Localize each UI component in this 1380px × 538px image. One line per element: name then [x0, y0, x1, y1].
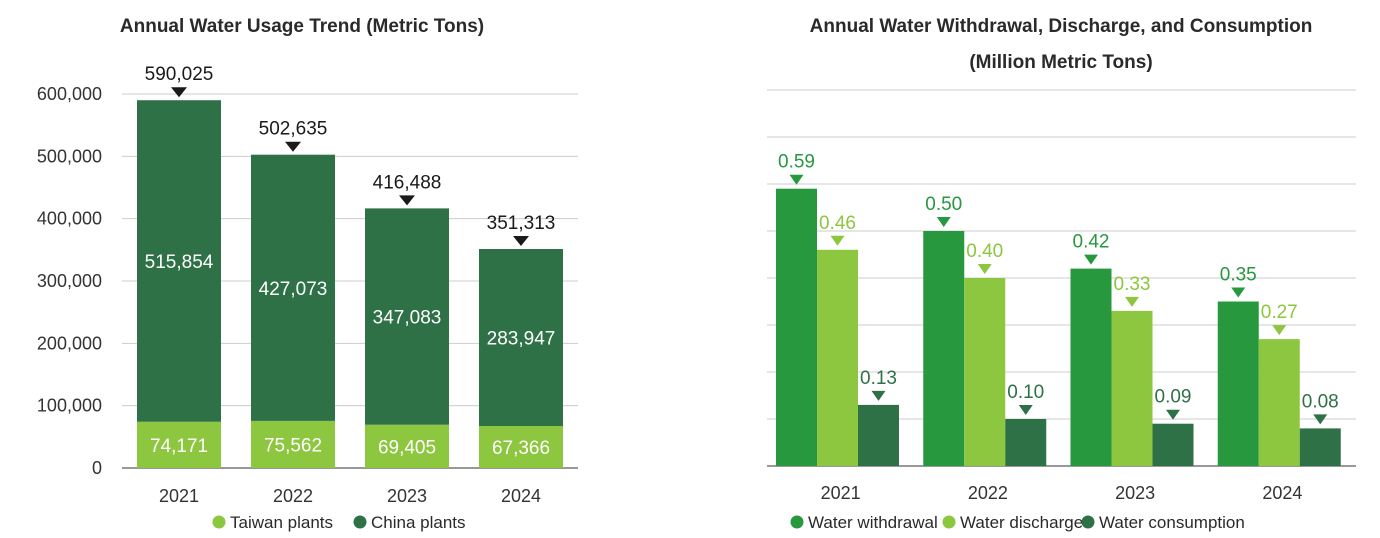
chart-title-line-1: Annual Water Withdrawal, Discharge, and …	[810, 16, 1313, 37]
y-tick-label: 500,000	[37, 146, 102, 166]
value-marker	[1084, 254, 1098, 265]
bar-taiwan-plants	[479, 426, 563, 468]
data-label-withdrawal: 0.35	[1220, 265, 1257, 286]
bar-china-plants	[479, 249, 563, 427]
data-label-taiwan: 75,562	[264, 435, 322, 456]
bar-water-withdrawal	[923, 231, 965, 466]
legend-swatch-consumption	[1081, 515, 1095, 529]
data-label-china: 427,073	[259, 279, 328, 300]
chart-water-usage-trend: Annual Water Usage Trend (Metric Tons) 0 1…	[37, 16, 578, 532]
bar-china-plants	[251, 154, 335, 421]
bar-taiwan-plants	[251, 420, 335, 468]
bar-water-consumption	[1299, 428, 1341, 466]
value-marker	[1125, 296, 1139, 307]
x-tick-label: 2023	[1115, 483, 1155, 503]
data-label-china: 347,083	[373, 308, 442, 329]
x-tick-label: 2023	[387, 486, 427, 506]
data-label-taiwan: 69,405	[378, 437, 436, 458]
bar-water-discharge	[964, 278, 1006, 466]
x-tick-label: 2021	[821, 483, 861, 503]
value-marker	[789, 174, 804, 185]
legend-swatch-china	[353, 515, 367, 529]
bar-water-withdrawal	[1217, 301, 1259, 466]
y-tick-label: 300,000	[37, 271, 102, 291]
data-label-withdrawal: 0.59	[778, 152, 815, 173]
legend-swatch-taiwan	[212, 515, 226, 529]
bar-water-consumption	[1152, 423, 1194, 466]
bar-water-consumption	[1005, 419, 1047, 466]
bar-taiwan-plants	[365, 424, 449, 468]
data-label-china: 283,947	[487, 329, 556, 350]
value-marker	[977, 264, 992, 274]
data-label-discharge: 0.33	[1114, 274, 1151, 295]
data-label-discharge: 0.27	[1261, 302, 1298, 323]
bar-water-withdrawal	[1070, 268, 1112, 466]
bar-water-consumption	[858, 404, 899, 466]
data-label-taiwan: 67,366	[492, 438, 550, 459]
value-marker	[830, 235, 845, 246]
y-tick-label: 100,000	[37, 396, 102, 416]
y-tick-label: 400,000	[37, 209, 102, 229]
total-marker	[399, 195, 415, 206]
bar-water-discharge	[1111, 310, 1153, 466]
x-tick-label: 2021	[159, 486, 199, 506]
legend-label-consumption: Water consumption	[1099, 513, 1245, 532]
total-marker	[285, 141, 301, 152]
legend-swatch-discharge	[942, 515, 956, 529]
legend-label-discharge: Water discharge	[960, 513, 1083, 532]
data-label-consumption: 0.08	[1302, 391, 1339, 412]
data-label-discharge: 0.40	[966, 241, 1003, 262]
value-marker	[1166, 409, 1180, 420]
value-marker	[1231, 287, 1246, 298]
total-label: 351,313	[487, 213, 556, 234]
value-marker	[1272, 325, 1287, 336]
total-marker	[513, 236, 529, 247]
data-label-consumption: 0.13	[860, 368, 897, 389]
bar-china-plants	[365, 208, 449, 425]
bar-taiwan-plants	[137, 421, 221, 468]
data-label-withdrawal: 0.50	[925, 194, 962, 215]
value-marker	[936, 217, 951, 227]
y-tick-label: 0	[92, 458, 102, 478]
total-label: 502,635	[259, 119, 328, 140]
x-tick-label: 2024	[1262, 483, 1302, 503]
chart-title-line-2: (Million Metric Tons)	[969, 52, 1152, 73]
legend-label-taiwan: Taiwan plants	[230, 513, 333, 532]
value-marker	[1018, 405, 1033, 415]
value-marker	[1313, 414, 1328, 425]
bar-water-discharge	[1258, 339, 1300, 466]
chart-water-withdrawal-discharge-consumption: Annual Water Withdrawal, Discharge, and …	[767, 16, 1356, 532]
legend-label-china: China plants	[371, 513, 466, 532]
y-tick-label: 600,000	[37, 84, 102, 104]
bar-water-withdrawal	[776, 188, 817, 466]
legend-label-withdrawal: Water withdrawal	[808, 513, 938, 532]
data-label-discharge: 0.46	[819, 213, 856, 234]
value-marker	[871, 390, 886, 401]
x-tick-label: 2022	[968, 483, 1008, 503]
data-label-taiwan: 74,171	[150, 436, 208, 457]
chart-title: Annual Water Usage Trend (Metric Tons)	[120, 16, 484, 37]
total-marker	[171, 87, 187, 98]
data-label-withdrawal: 0.42	[1073, 232, 1110, 253]
x-tick-label: 2022	[273, 486, 313, 506]
y-tick-label: 200,000	[37, 333, 102, 353]
bar-china-plants	[137, 100, 221, 422]
legend-swatch-withdrawal	[790, 515, 804, 529]
x-tick-label: 2024	[501, 486, 541, 506]
total-label: 590,025	[145, 64, 214, 85]
total-label: 416,488	[373, 172, 442, 193]
data-label-consumption: 0.10	[1007, 382, 1044, 403]
data-label-consumption: 0.09	[1155, 387, 1192, 408]
data-label-china: 515,854	[145, 252, 214, 273]
bar-water-discharge	[817, 249, 858, 466]
